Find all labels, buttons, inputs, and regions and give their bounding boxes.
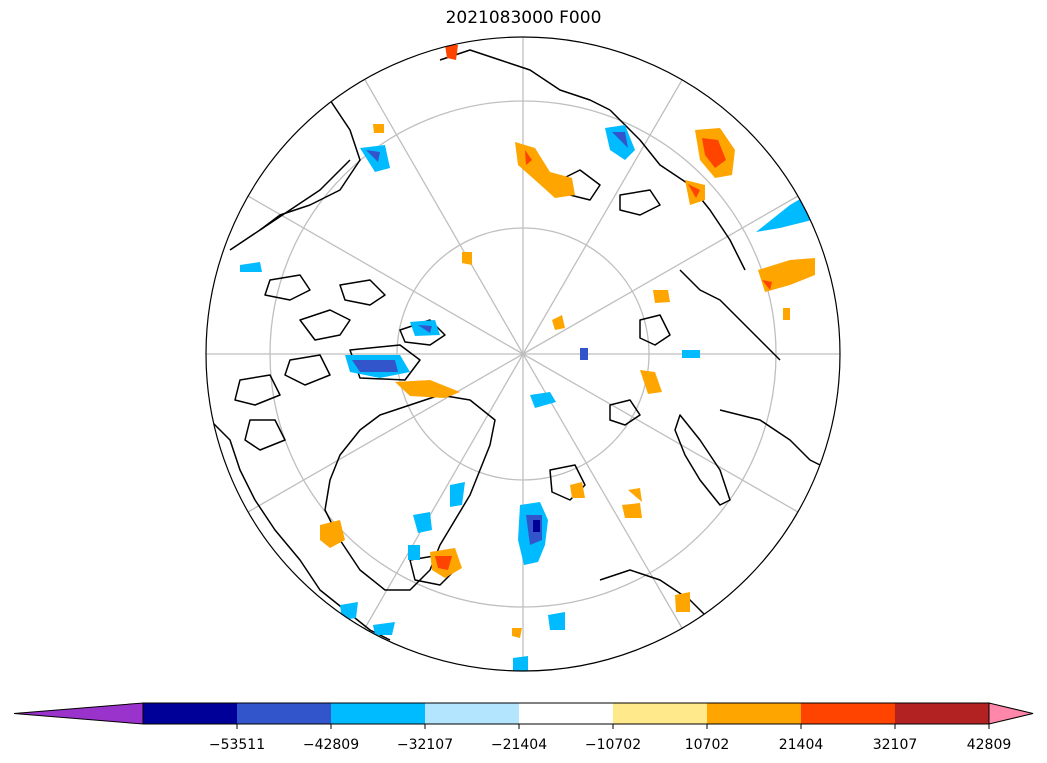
- colorbar-segment: [237, 703, 332, 724]
- colorbar-segment: [143, 703, 238, 724]
- colorbar-ticks: −53511 −42809 −32107 −21404 −10702 10702 21404…: [209, 724, 1012, 753]
- colorbar-segment: [519, 703, 614, 724]
- colorbar-tick-label: −32107: [397, 737, 453, 753]
- colorbar-tick-label: 32107: [873, 737, 918, 753]
- colorbar-tick-label: −21404: [491, 737, 547, 753]
- colorbar-segment: [707, 703, 802, 724]
- colorbar-segment: [801, 703, 896, 724]
- colorbar-tick-label: −42809: [303, 737, 359, 753]
- anomaly-patches: [240, 45, 815, 671]
- colorbar-segment: [331, 703, 426, 724]
- colorbar-tick-label: 21404: [779, 737, 824, 753]
- colorbar-tick-label: 42809: [967, 737, 1012, 753]
- graticule: [206, 37, 840, 671]
- map-title: 2021083000 F000: [445, 8, 602, 28]
- colorbar-extend-high: [988, 702, 1034, 725]
- colorbar-tick-label: −10702: [585, 737, 641, 753]
- colorbar-segments: [143, 703, 990, 724]
- colorbar-segment: [895, 703, 990, 724]
- colorbar-extend-low: [13, 702, 144, 725]
- map-boundary: [205, 36, 841, 672]
- colorbar-segment: [613, 703, 708, 724]
- colorbar-tick-label: 10702: [685, 737, 730, 753]
- colorbar-tick-label: −53511: [209, 737, 265, 753]
- colorbar-segment: [425, 703, 520, 724]
